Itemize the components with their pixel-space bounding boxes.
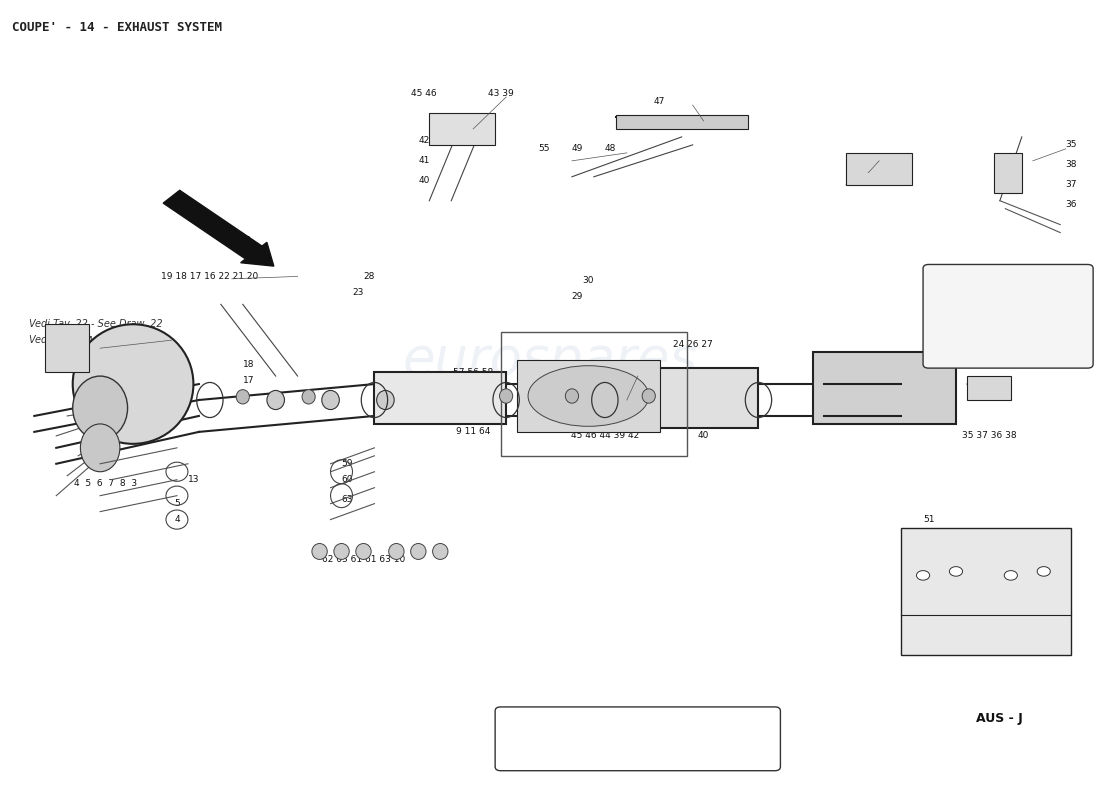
Text: 25: 25 (840, 379, 851, 389)
Text: 53: 53 (923, 598, 934, 608)
Text: 18: 18 (242, 360, 254, 369)
Text: Vedi Tav. 22 - See Draw. 22: Vedi Tav. 22 - See Draw. 22 (29, 319, 163, 330)
Ellipse shape (333, 543, 349, 559)
Ellipse shape (376, 390, 394, 410)
Text: 2: 2 (399, 399, 405, 409)
Bar (605, 368, 759, 428)
Text: 42: 42 (418, 137, 429, 146)
Ellipse shape (1004, 570, 1018, 580)
Text: 48: 48 (605, 144, 616, 154)
Text: COUPE' - 14 - EXHAUST SYSTEM: COUPE' - 14 - EXHAUST SYSTEM (12, 22, 222, 34)
FancyArrow shape (163, 190, 274, 266)
Ellipse shape (388, 543, 404, 559)
Text: 62 63 61 61 63 10: 62 63 61 61 63 10 (322, 555, 405, 564)
Text: 37: 37 (1066, 180, 1077, 190)
Bar (500, 332, 688, 456)
Text: 17: 17 (242, 375, 254, 385)
Text: 4: 4 (174, 515, 179, 524)
Ellipse shape (949, 566, 962, 576)
Text: 30: 30 (583, 276, 594, 285)
Bar (846, 153, 912, 185)
Text: 4  5  6  7  8  3: 4 5 6 7 8 3 (74, 479, 138, 488)
Text: 50: 50 (923, 531, 934, 540)
Ellipse shape (410, 543, 426, 559)
Bar (994, 153, 1022, 193)
Bar (517, 360, 660, 432)
Text: 5: 5 (174, 499, 179, 508)
Text: 28: 28 (363, 272, 375, 281)
Text: 41: 41 (418, 156, 429, 166)
Text: 52: 52 (923, 614, 934, 624)
Ellipse shape (73, 324, 194, 444)
Text: 29: 29 (583, 391, 594, 401)
Ellipse shape (73, 376, 128, 440)
FancyBboxPatch shape (495, 707, 780, 770)
Text: 38: 38 (1066, 160, 1077, 170)
Text: 29: 29 (572, 292, 583, 301)
Ellipse shape (642, 389, 656, 403)
Text: 45 46 44 39 42: 45 46 44 39 42 (571, 431, 639, 440)
Text: 40: 40 (418, 176, 429, 186)
Ellipse shape (499, 389, 513, 403)
Ellipse shape (267, 390, 285, 410)
Text: Per i ripari
calore scarichi
VEDI TAV. 109

SEE DRAW.109
for exhaust
heat shield: Per i ripari calore scarichi VEDI TAV. 1… (972, 270, 1044, 363)
Ellipse shape (432, 543, 448, 559)
Text: 43 39: 43 39 (487, 89, 514, 98)
Text: 45 46: 45 46 (411, 89, 437, 98)
Bar (616, 114, 748, 129)
Text: eurospares: eurospares (403, 334, 697, 386)
Bar (374, 372, 506, 424)
Ellipse shape (1037, 566, 1050, 576)
Text: 60: 60 (341, 475, 353, 484)
Text: 63: 63 (341, 495, 353, 504)
Ellipse shape (528, 366, 649, 426)
Text: 59: 59 (341, 459, 353, 468)
Text: 40: 40 (697, 431, 710, 440)
Bar (967, 376, 1011, 400)
Text: 47: 47 (654, 97, 666, 106)
Text: 12 15 14: 12 15 14 (53, 336, 92, 345)
FancyBboxPatch shape (923, 265, 1093, 368)
Text: 35: 35 (1066, 140, 1077, 150)
Text: 31: 31 (583, 407, 594, 417)
Text: 13: 13 (188, 475, 199, 484)
Ellipse shape (312, 543, 328, 559)
Text: Vale fino ... vedi descrizione
Valid till ... see description: Vale fino ... vedi descrizione Valid til… (560, 726, 716, 751)
Text: 9 11 64: 9 11 64 (456, 427, 491, 436)
Text: 3  1: 3 1 (80, 399, 98, 409)
Text: 33: 33 (868, 156, 879, 166)
Ellipse shape (916, 570, 930, 580)
Text: 36: 36 (1066, 200, 1077, 209)
Bar (813, 352, 956, 424)
Text: 35 37 36 38: 35 37 36 38 (961, 431, 1016, 440)
Bar (901, 527, 1071, 655)
Text: 32: 32 (840, 360, 851, 369)
Text: 32: 32 (868, 176, 879, 186)
Ellipse shape (302, 390, 316, 404)
Ellipse shape (355, 543, 371, 559)
Text: 23: 23 (352, 288, 364, 297)
Text: 55: 55 (539, 144, 550, 154)
Ellipse shape (236, 390, 250, 404)
Text: 41: 41 (708, 407, 720, 417)
Bar (429, 113, 495, 145)
Text: 24 26 27: 24 26 27 (673, 340, 713, 349)
Text: 19 18 17 16 22 21 20: 19 18 17 16 22 21 20 (162, 272, 258, 281)
Text: 57 56 58: 57 56 58 (453, 367, 493, 377)
Bar (45, 324, 89, 372)
Text: 51: 51 (923, 515, 934, 524)
Text: 34: 34 (840, 379, 851, 389)
Ellipse shape (322, 390, 339, 410)
Ellipse shape (80, 424, 120, 472)
Text: AUS - J: AUS - J (977, 712, 1023, 726)
Ellipse shape (565, 389, 579, 403)
Text: Vedi Tav. 23 - See Draw. 23: Vedi Tav. 23 - See Draw. 23 (29, 335, 163, 346)
Text: 54: 54 (923, 583, 934, 592)
Text: 49: 49 (572, 144, 583, 154)
